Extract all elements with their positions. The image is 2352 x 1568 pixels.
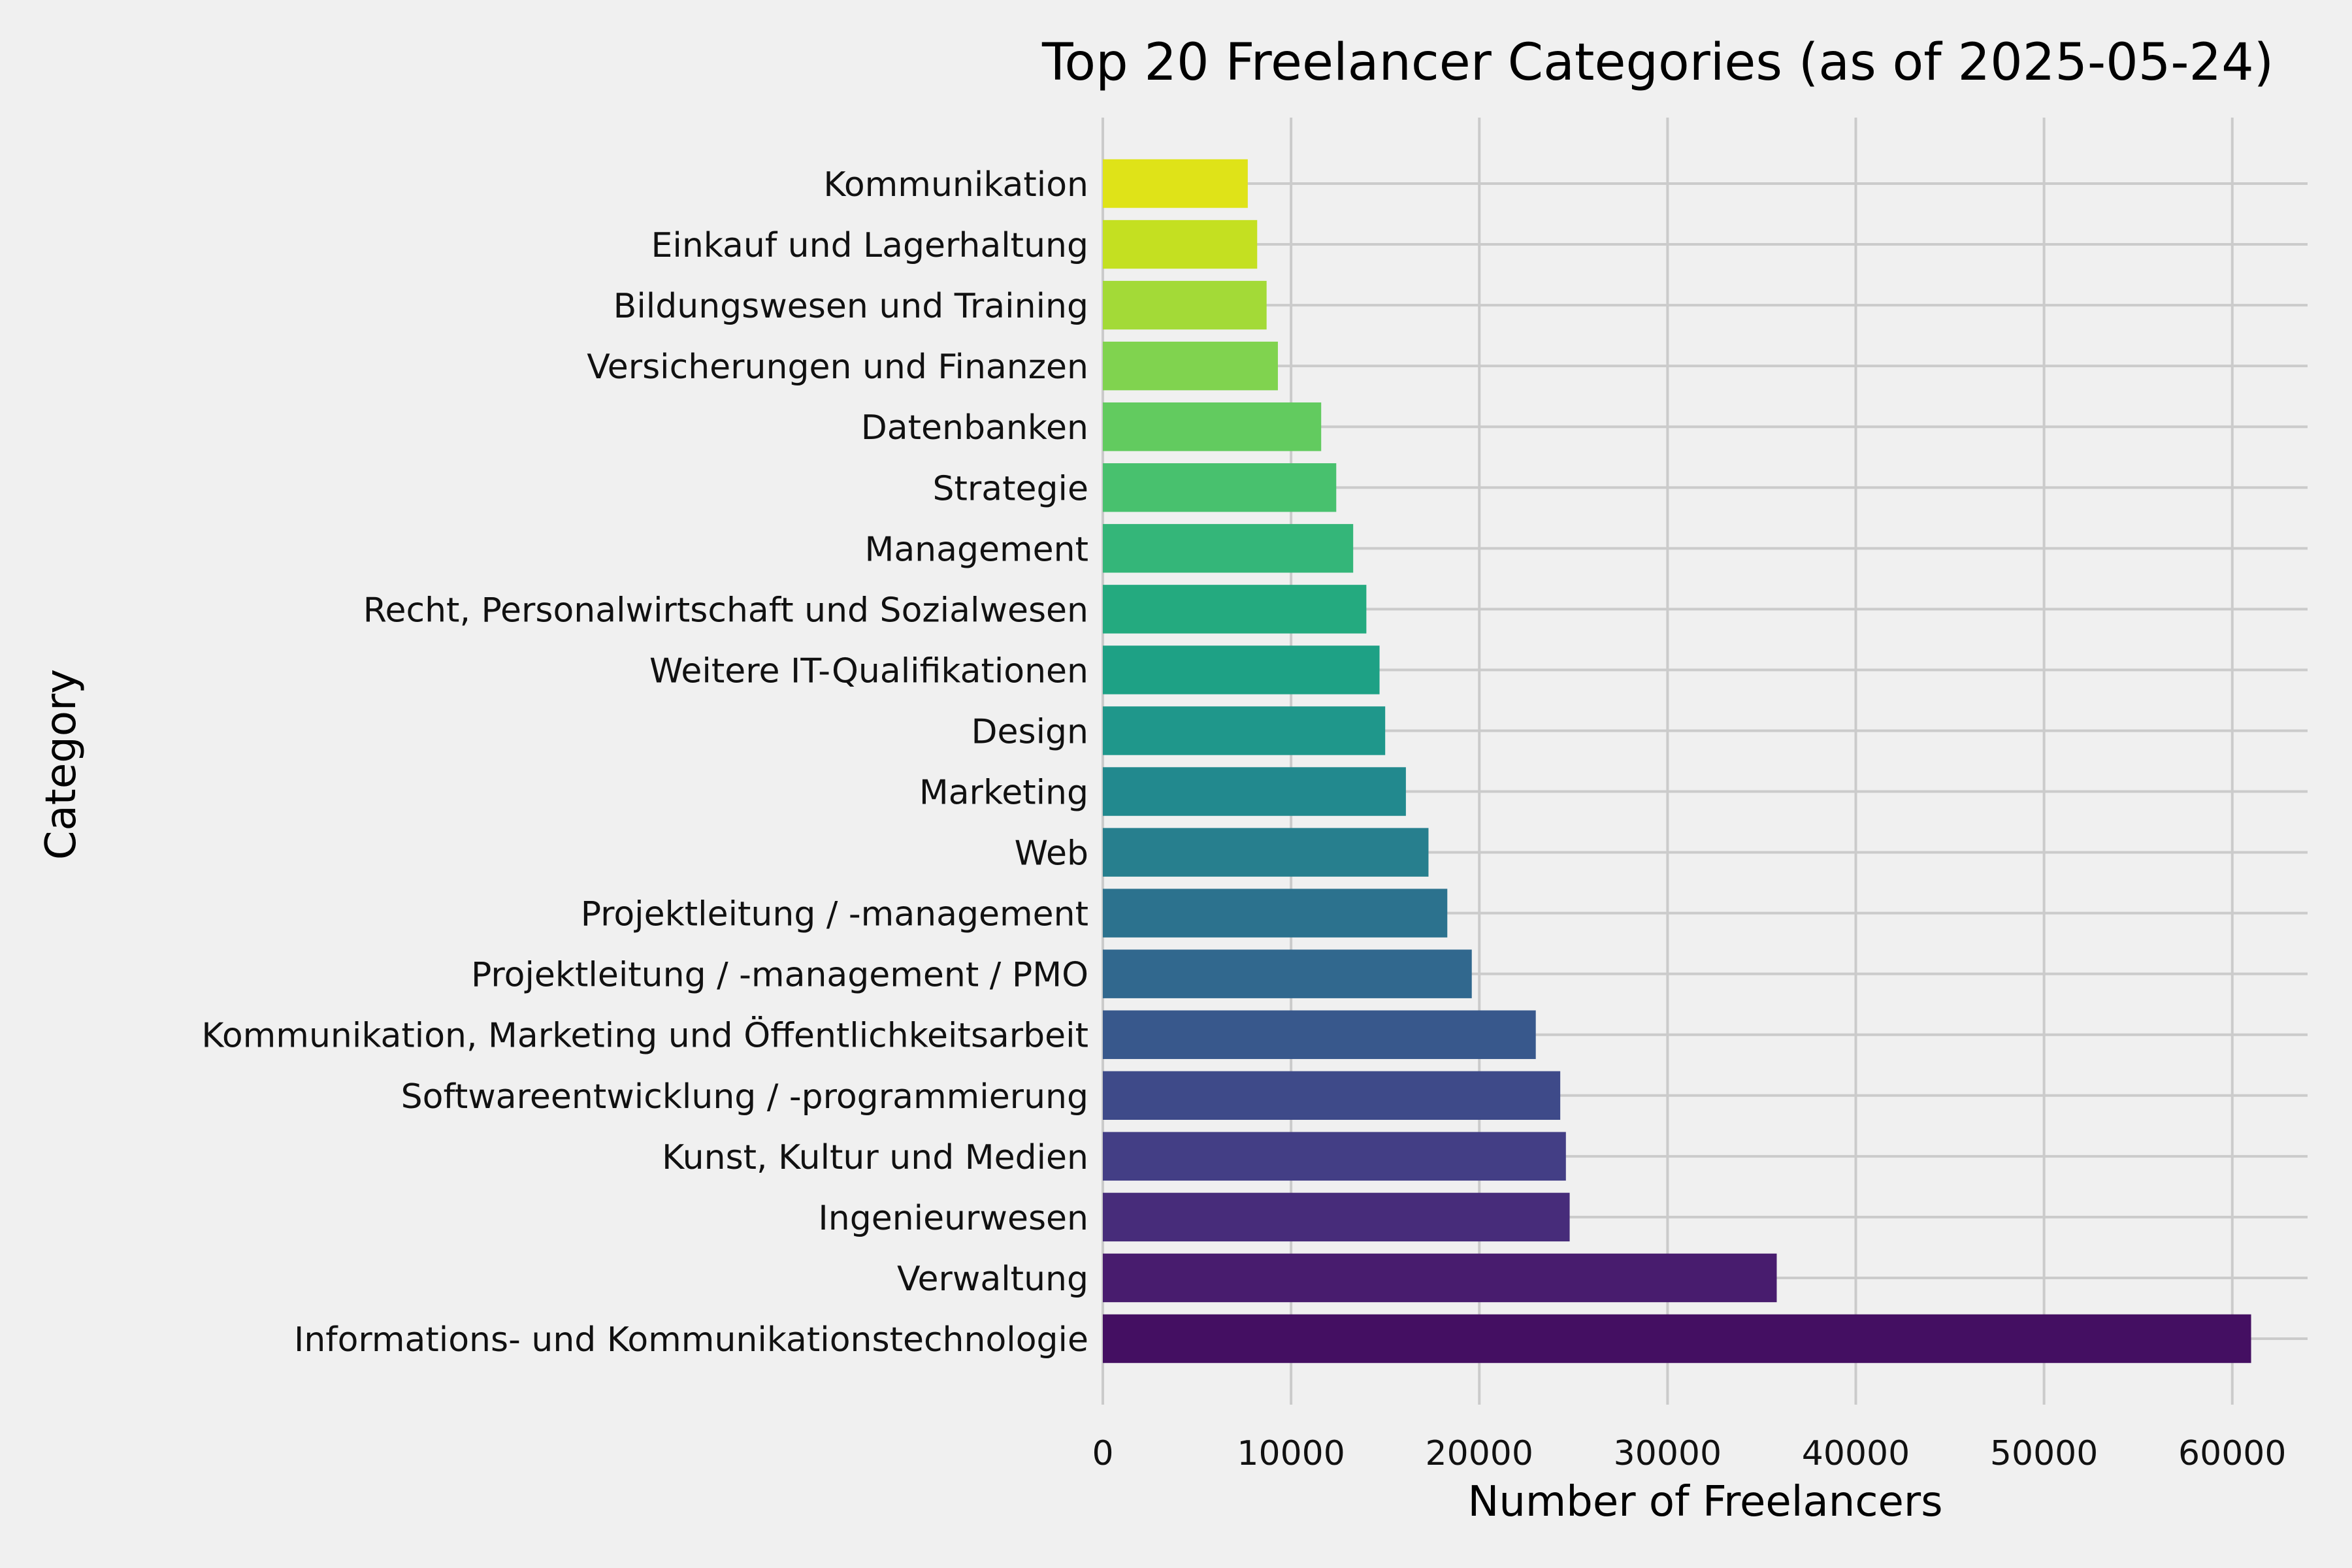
bar bbox=[1103, 463, 1337, 512]
bar bbox=[1103, 220, 1258, 269]
y-tick-label: Marketing bbox=[919, 774, 1088, 813]
bar bbox=[1103, 767, 1406, 816]
y-tick-label: Projektleitung / -management / PMO bbox=[471, 956, 1088, 995]
y-tick-label: Kunst, Kultur und Medien bbox=[662, 1138, 1088, 1177]
y-tick-label: Management bbox=[864, 530, 1088, 569]
y-tick-label: Kommunikation, Marketing und Öffentlichk… bbox=[201, 1016, 1088, 1056]
y-tick-label: Weitere IT-Qualifikationen bbox=[649, 651, 1088, 691]
y-tick-label: Design bbox=[971, 712, 1088, 751]
y-tick-label: Einkauf und Lagerhaltung bbox=[651, 226, 1088, 265]
bar bbox=[1103, 1253, 1777, 1303]
y-tick-label: Verwaltung bbox=[897, 1260, 1088, 1299]
bar bbox=[1103, 1010, 1536, 1059]
y-tick-labels: Informations- und Kommunikationstechnolo… bbox=[201, 165, 1088, 1360]
y-tick-label: Informations- und Kommunikationstechnolo… bbox=[294, 1320, 1088, 1360]
y-tick-label: Strategie bbox=[933, 469, 1088, 508]
bar bbox=[1103, 706, 1386, 755]
x-tick-label: 40000 bbox=[1802, 1434, 1910, 1473]
bar bbox=[1103, 1071, 1561, 1120]
x-tick-label: 20000 bbox=[1426, 1434, 1533, 1473]
bar bbox=[1103, 889, 1448, 938]
bar bbox=[1103, 1132, 1566, 1181]
bar bbox=[1103, 1192, 1570, 1242]
y-tick-label: Datenbanken bbox=[861, 408, 1088, 448]
x-tick-label: 50000 bbox=[1990, 1434, 2098, 1473]
y-tick-label: Softwareentwicklung / -programmierung bbox=[401, 1077, 1088, 1117]
x-tick-label: 0 bbox=[1092, 1434, 1113, 1473]
bar bbox=[1103, 645, 1380, 694]
y-axis-label: Category bbox=[37, 669, 86, 860]
y-tick-label: Projektleitung / -management bbox=[581, 895, 1088, 934]
x-tick-label: 30000 bbox=[1614, 1434, 1722, 1473]
bars bbox=[1103, 159, 2251, 1364]
chart-title: Top 20 Freelancer Categories (as of 2025… bbox=[1041, 33, 2274, 92]
y-tick-label: Ingenieurwesen bbox=[818, 1199, 1088, 1238]
bar bbox=[1103, 949, 1472, 998]
bar bbox=[1103, 280, 1267, 330]
x-tick-label: 10000 bbox=[1237, 1434, 1345, 1473]
y-tick-label: Versicherungen und Finanzen bbox=[587, 348, 1088, 387]
x-axis-label: Number of Freelancers bbox=[1467, 1478, 1942, 1526]
x-tick-label: 60000 bbox=[2178, 1434, 2286, 1473]
bar bbox=[1103, 1314, 2251, 1364]
bar bbox=[1103, 402, 1322, 451]
bar bbox=[1103, 159, 1248, 208]
y-tick-label: Web bbox=[1015, 834, 1088, 874]
bar bbox=[1103, 585, 1367, 634]
bar bbox=[1103, 524, 1354, 573]
bar bbox=[1103, 828, 1429, 877]
y-tick-label: Bildungswesen und Training bbox=[613, 287, 1088, 326]
x-gridlines bbox=[1102, 118, 2234, 1405]
bar bbox=[1103, 341, 1278, 391]
y-tick-label: Kommunikation bbox=[823, 165, 1088, 204]
x-tick-labels: 0 10000 20000 30000 40000 50000 60000 bbox=[1092, 1434, 2286, 1473]
y-tick-label: Recht, Personalwirtschaft und Sozialwese… bbox=[363, 591, 1088, 630]
